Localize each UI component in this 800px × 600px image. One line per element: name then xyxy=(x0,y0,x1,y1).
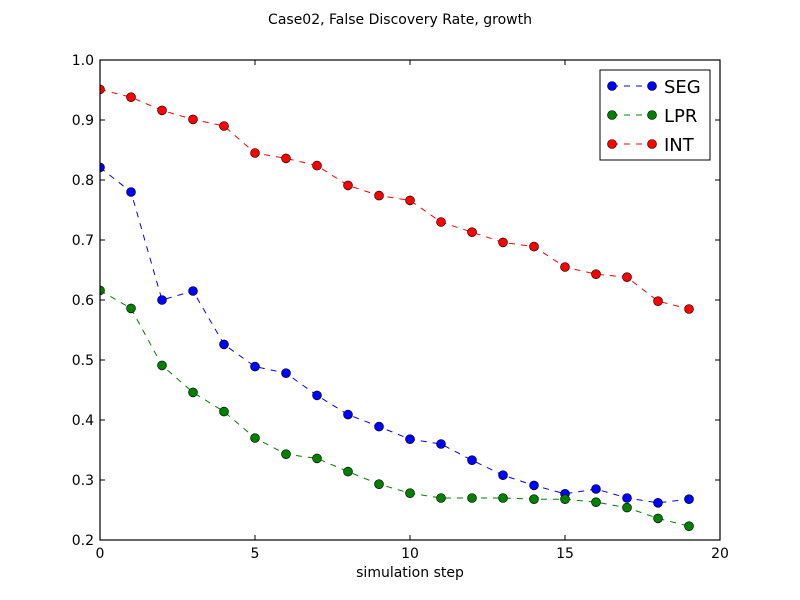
legend-marker xyxy=(607,110,617,120)
data-point-lpr xyxy=(591,497,601,508)
data-point-int xyxy=(467,227,477,237)
data-point-int xyxy=(100,84,105,95)
series-seg xyxy=(99,162,694,508)
data-point-lpr xyxy=(622,502,632,513)
legend-label: LPR xyxy=(664,106,697,127)
data-point-lpr xyxy=(684,521,694,532)
data-point-int xyxy=(591,269,601,280)
data-point-int xyxy=(281,153,291,164)
x-tick-label: 15 xyxy=(556,546,574,562)
data-point-seg xyxy=(157,295,167,305)
series-line-lpr xyxy=(99,289,690,527)
data-point-seg xyxy=(374,421,384,432)
data-point-seg xyxy=(188,286,198,296)
data-point-lpr xyxy=(405,488,415,499)
data-point-lpr xyxy=(436,493,446,503)
data-point-lpr xyxy=(312,453,322,464)
y-tick-label: 0.8 xyxy=(72,173,94,189)
data-point-int xyxy=(684,304,694,314)
data-point-seg xyxy=(529,480,539,491)
x-tick-label: 20 xyxy=(711,546,729,562)
data-point-int xyxy=(250,148,260,158)
series-int xyxy=(99,84,694,314)
y-tick-label: 0.5 xyxy=(72,353,94,369)
legend-marker xyxy=(647,110,657,120)
data-point-int xyxy=(157,105,167,116)
data-point-seg xyxy=(436,439,446,449)
data-point-seg xyxy=(498,470,508,481)
data-point-int xyxy=(436,217,446,227)
data-point-lpr xyxy=(250,433,260,443)
legend-item-lpr: LPR xyxy=(607,106,697,127)
y-tick-label: 0.6 xyxy=(72,293,94,309)
legend-item-seg: SEG xyxy=(607,77,701,98)
data-point-lpr xyxy=(529,494,539,505)
data-point-lpr xyxy=(653,513,663,524)
data-point-int xyxy=(405,195,415,206)
data-point-lpr xyxy=(281,449,291,460)
data-point-int xyxy=(374,190,384,201)
data-point-seg xyxy=(467,455,477,466)
data-point-seg xyxy=(219,339,229,350)
y-tick-label: 1.0 xyxy=(72,53,94,69)
data-point-seg xyxy=(126,187,136,197)
y-tick-label: 0.7 xyxy=(72,233,94,249)
data-point-seg xyxy=(591,484,601,494)
data-point-lpr xyxy=(157,360,167,371)
legend-marker xyxy=(607,139,617,149)
data-point-seg xyxy=(622,493,632,503)
y-tick-label: 0.2 xyxy=(72,533,94,549)
data-point-seg xyxy=(281,368,291,379)
data-point-int xyxy=(219,121,229,131)
data-point-seg xyxy=(343,409,353,420)
y-tick-label: 0.3 xyxy=(72,473,94,489)
x-tick-label: 10 xyxy=(401,546,419,562)
data-point-seg xyxy=(653,497,663,508)
data-point-int xyxy=(560,262,570,272)
data-point-int xyxy=(312,160,322,171)
data-point-seg xyxy=(250,361,260,372)
data-point-lpr xyxy=(126,303,136,314)
data-point-int xyxy=(622,272,632,283)
x-axis-label: simulation step xyxy=(356,565,464,581)
series-lpr xyxy=(99,285,694,532)
x-tick-label: 0 xyxy=(96,546,105,562)
data-point-int xyxy=(653,296,663,307)
y-tick-label: 0.4 xyxy=(72,413,94,429)
data-point-seg xyxy=(405,434,415,445)
legend-label: SEG xyxy=(664,77,701,98)
data-point-lpr xyxy=(560,494,570,505)
data-point-seg xyxy=(100,162,105,173)
data-point-int xyxy=(498,237,508,248)
y-tick-label: 0.9 xyxy=(72,113,94,129)
data-point-int xyxy=(343,180,353,191)
data-point-seg xyxy=(312,390,322,401)
legend-item-int: INT xyxy=(607,135,695,156)
data-point-lpr xyxy=(343,466,353,477)
data-point-lpr xyxy=(100,285,105,296)
legend-marker xyxy=(647,81,657,91)
legend: SEG LPR INT xyxy=(599,69,711,161)
data-point-lpr xyxy=(374,479,384,490)
legend-marker xyxy=(607,81,617,91)
data-point-lpr xyxy=(219,406,229,417)
series-line-seg xyxy=(99,167,690,504)
data-point-int xyxy=(126,92,136,102)
data-point-int xyxy=(529,241,539,252)
legend-marker xyxy=(647,139,657,149)
chart-title: Case02, False Discovery Rate, growth xyxy=(268,12,532,28)
legend-label: INT xyxy=(664,135,695,156)
data-point-lpr xyxy=(498,493,508,503)
data-point-seg xyxy=(684,494,694,505)
series-layer xyxy=(99,84,694,532)
x-tick-label: 5 xyxy=(251,546,260,562)
axes-border xyxy=(99,59,721,541)
data-point-lpr xyxy=(188,387,198,398)
series-line-int xyxy=(99,88,690,310)
data-point-lpr xyxy=(467,493,477,503)
data-point-int xyxy=(188,114,198,125)
